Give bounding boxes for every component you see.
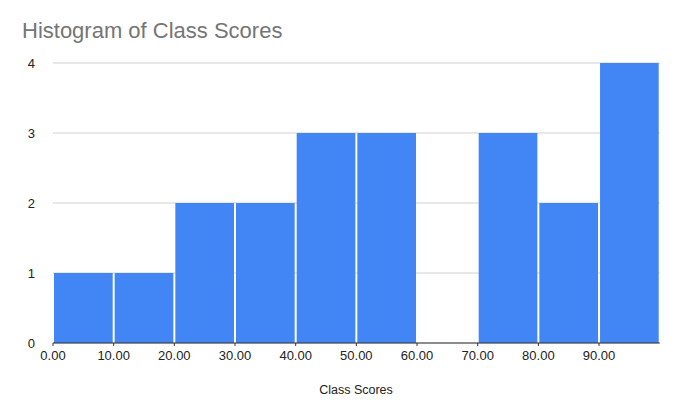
x-tick-label: 30.00 [219, 348, 252, 363]
x-tick [174, 343, 175, 346]
grid-line [53, 63, 660, 64]
bar [236, 203, 295, 343]
y-tick-label: 1 [28, 266, 35, 281]
x-tick [356, 343, 357, 346]
x-tick [295, 343, 296, 346]
x-tick-label: 90.00 [583, 348, 616, 363]
x-tick [417, 343, 418, 346]
bar [600, 63, 659, 343]
x-tick-label: 20.00 [158, 348, 191, 363]
x-tick-label: 80.00 [522, 348, 555, 363]
x-tick [477, 343, 478, 346]
x-tick-label: 50.00 [340, 348, 373, 363]
x-tick-label: 0.00 [40, 348, 65, 363]
bars [54, 63, 659, 343]
x-tick [53, 343, 54, 346]
bar [54, 273, 113, 343]
bar [115, 273, 174, 343]
chart: Histogram of Class Scores012340.0010.002… [0, 0, 677, 413]
x-tick-label: 60.00 [401, 348, 434, 363]
grid-line [53, 133, 660, 134]
x-tick [235, 343, 236, 346]
x-axis-label: Class Scores [319, 383, 393, 397]
bar [297, 133, 356, 343]
y-tick-label: 3 [28, 126, 35, 141]
bar [479, 133, 538, 343]
x-tick [113, 343, 114, 346]
title: Histogram of Class Scores [22, 18, 282, 43]
x-tick [599, 343, 600, 346]
bar [357, 133, 416, 343]
bar [539, 203, 598, 343]
x-tick-label: 10.00 [97, 348, 130, 363]
y-tick-label: 4 [28, 56, 35, 71]
x-tick-label: 70.00 [461, 348, 494, 363]
y-tick-label: 2 [28, 196, 35, 211]
x-tick-label: 40.00 [279, 348, 312, 363]
y-tick-label: 0 [28, 336, 35, 351]
bar [175, 203, 234, 343]
x-tick [538, 343, 539, 346]
